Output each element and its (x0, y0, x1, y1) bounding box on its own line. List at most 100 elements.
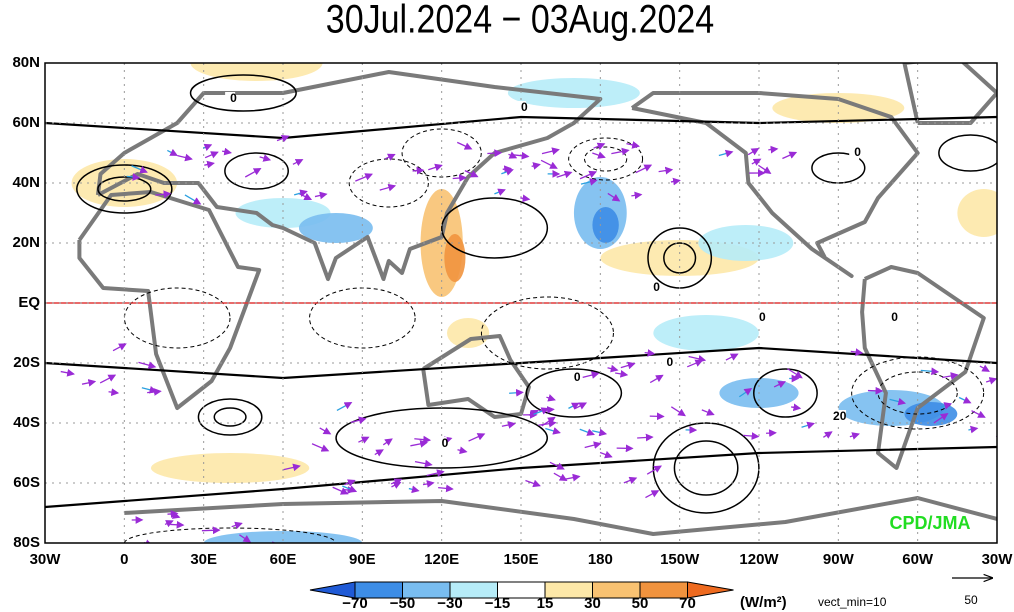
anomaly-shade (772, 93, 905, 123)
contour (224, 152, 289, 190)
flux-vector (167, 510, 179, 518)
flux-vector (311, 443, 330, 452)
lon-label: 60E (270, 551, 297, 568)
contour-label-bg (828, 410, 847, 424)
flux-vector (751, 158, 762, 166)
flux-vector (358, 436, 370, 444)
anomaly-shade (507, 78, 640, 108)
flux-vector (390, 478, 403, 486)
flux-vector (414, 459, 433, 468)
lat-label: 40N (12, 174, 40, 191)
flux-vector (412, 166, 425, 175)
contour (877, 371, 958, 415)
flux-vector (644, 349, 656, 357)
flux-vector (968, 425, 979, 434)
lon-label: 0 (120, 551, 128, 568)
coastline (95, 70, 603, 281)
flux-vector (579, 428, 595, 436)
flux-vector (298, 192, 313, 201)
flux-vector (787, 368, 803, 379)
contour (197, 398, 263, 436)
flux-vector (276, 134, 290, 143)
colorbar-label: −50 (390, 595, 415, 612)
flux-vector (501, 168, 514, 176)
flux-vector (545, 427, 561, 435)
lon-label: 60W (902, 551, 934, 568)
flux-vector (408, 485, 420, 494)
flux-vector (580, 178, 598, 186)
contour (480, 296, 614, 370)
contour (938, 134, 997, 172)
lon-label: 30W (982, 551, 1014, 568)
flux-vector (782, 151, 798, 160)
lon-label: 30W (30, 551, 62, 568)
contour-label: 0 (891, 310, 898, 324)
flux-vector (747, 148, 760, 156)
flux-vector (384, 153, 396, 161)
contour-label: 0 (574, 370, 581, 384)
flux-vector (533, 407, 550, 415)
flux-vector (382, 438, 393, 446)
lon-label: 90W (823, 551, 855, 568)
contour-label-bg (661, 356, 672, 370)
flux-vector (355, 173, 373, 182)
flux-vector (599, 450, 613, 459)
colorbar-arrow (687, 581, 734, 599)
flux-vector (138, 361, 157, 369)
flux-vector (428, 163, 443, 172)
colorbar-label: 30 (584, 595, 601, 612)
flux-vector (108, 388, 120, 396)
contour (441, 197, 549, 259)
coastline (630, 91, 920, 278)
lat-label: 20N (12, 234, 40, 251)
flux-vector (645, 490, 660, 499)
flux-vector (184, 194, 202, 205)
lat-label: EQ (18, 294, 40, 311)
flux-vector (743, 432, 760, 440)
flux-vector (718, 149, 734, 158)
flux-vector (60, 368, 75, 377)
flux-vector (525, 479, 541, 488)
lon-label: 120W (739, 551, 779, 568)
contour-label: 0 (653, 280, 660, 294)
flux-vector (801, 421, 815, 430)
lat-label: 80N (12, 54, 40, 71)
flux-vector (549, 461, 565, 470)
coastline (124, 496, 997, 536)
flux-vector (670, 406, 686, 417)
lon-label: 120E (424, 551, 459, 568)
flux-vector (167, 148, 178, 156)
contour-label: 0 (521, 100, 528, 114)
anomaly-shade (150, 453, 310, 483)
flux-vector (292, 159, 304, 167)
flux-vector (568, 402, 580, 410)
flux-vector (531, 162, 541, 170)
flux-vector (141, 386, 158, 394)
flux-vector (126, 173, 141, 181)
flux-vector (201, 526, 221, 535)
flux-vector (426, 469, 445, 477)
flux-vector (379, 183, 397, 192)
contour-label: 0 (230, 91, 237, 105)
lat-label: 60S (13, 474, 40, 491)
anomaly-shade (444, 234, 466, 282)
flux-vector (553, 472, 568, 481)
flux-vector (985, 377, 997, 385)
flux-vector (611, 147, 630, 156)
colorbar-label: −30 (437, 595, 462, 612)
contour-label-bg (568, 371, 579, 385)
flux-vector (623, 476, 638, 485)
flux-vector (607, 192, 621, 202)
contour (213, 407, 247, 427)
flux-vector (941, 372, 959, 380)
flux-vector (768, 145, 779, 154)
anomaly-shade (653, 315, 759, 351)
flux-vector (725, 353, 739, 361)
flux-vector (170, 520, 185, 529)
flux-vector (410, 440, 428, 448)
title: 30Jul.2024 − 03Aug.2024 (326, 0, 714, 41)
flux-vector (170, 511, 181, 519)
map-frame (44, 62, 998, 544)
flux-vector (501, 421, 516, 429)
vector-note: vect_min=10 (818, 595, 887, 609)
